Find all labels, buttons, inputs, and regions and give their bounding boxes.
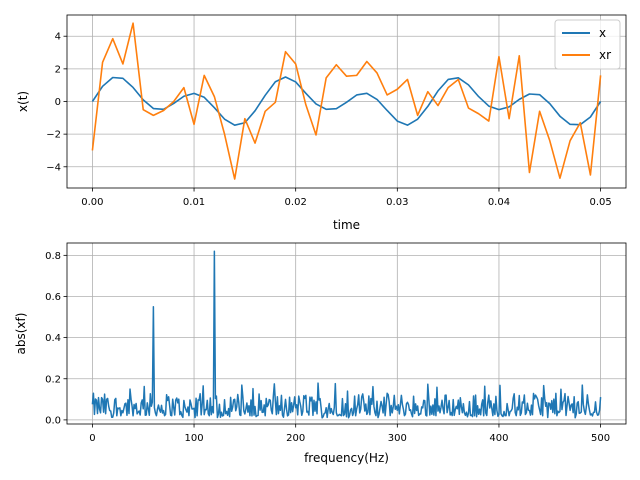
legend-x-label: x xyxy=(599,26,606,40)
time-plot-xtick-label: 0.05 xyxy=(589,197,611,208)
time-plot: 0.00 0.01 0.02 0.03 0.04 0.05 −4 −2 0 2 4 time x(t… xyxy=(16,14,627,232)
time-plot-ytick-label: 2 xyxy=(55,64,61,75)
spectrum-plot-ytick-label: 0.6 xyxy=(45,292,61,303)
spectrum-plot-xtick-label: 200 xyxy=(286,433,305,444)
legend: x xr xyxy=(554,19,621,70)
time-plot-ytick-label: −4 xyxy=(46,162,61,173)
series-xr-line xyxy=(91,22,602,180)
spectrum-plot: 0 100 200 300 400 500 0.0 0.2 0.4 0.6 0.8 frequenc… xyxy=(14,242,627,465)
time-plot-xtick-label: 0.04 xyxy=(488,197,510,208)
spectrum-plot-ytick-label: 0.4 xyxy=(45,333,61,344)
spectrum-plot-xtick-label: 500 xyxy=(591,433,610,444)
spectrum-plot-frame xyxy=(66,242,627,425)
spectrum-plot-ticks: 0 100 200 300 400 500 0.0 0.2 0.4 0.6 0.8 xyxy=(45,251,610,444)
time-plot-xtick-label: 0.00 xyxy=(81,197,103,208)
time-plot-xtick-label: 0.02 xyxy=(285,197,307,208)
time-plot-ylabel: x(t) xyxy=(16,91,30,112)
spectrum-plot-lines xyxy=(91,250,602,419)
time-plot-xtick-label: 0.03 xyxy=(386,197,408,208)
spectrum-plot-ylabel: abs(xf) xyxy=(14,313,28,355)
time-plot-ticks: 0.00 0.01 0.02 0.03 0.04 0.05 −4 −2 0 2 4 xyxy=(46,32,611,208)
spectrum-plot-xtick-label: 400 xyxy=(489,433,508,444)
series-x-line xyxy=(91,76,602,126)
spectrum-plot-grid xyxy=(67,243,626,424)
time-plot-lines xyxy=(91,22,602,180)
time-plot-ytick-label: 0 xyxy=(55,97,61,108)
spectrum-line xyxy=(91,250,602,419)
time-plot-xlabel: time xyxy=(333,218,360,232)
spectrum-plot-xtick-label: 300 xyxy=(388,433,407,444)
time-plot-xtick-label: 0.01 xyxy=(183,197,205,208)
spectrum-plot-ytick-label: 0.0 xyxy=(45,415,61,426)
time-plot-ytick-label: −2 xyxy=(46,130,61,141)
spectrum-plot-ytick-label: 0.8 xyxy=(45,251,61,262)
spectrum-plot-ytick-label: 0.2 xyxy=(45,374,61,385)
spectrum-plot-xtick-label: 0 xyxy=(89,433,95,444)
spectrum-plot-xtick-label: 100 xyxy=(184,433,203,444)
legend-xr-label: xr xyxy=(599,48,611,62)
time-plot-ytick-label: 4 xyxy=(55,32,61,43)
spectrum-plot-xlabel: frequency(Hz) xyxy=(304,451,389,465)
